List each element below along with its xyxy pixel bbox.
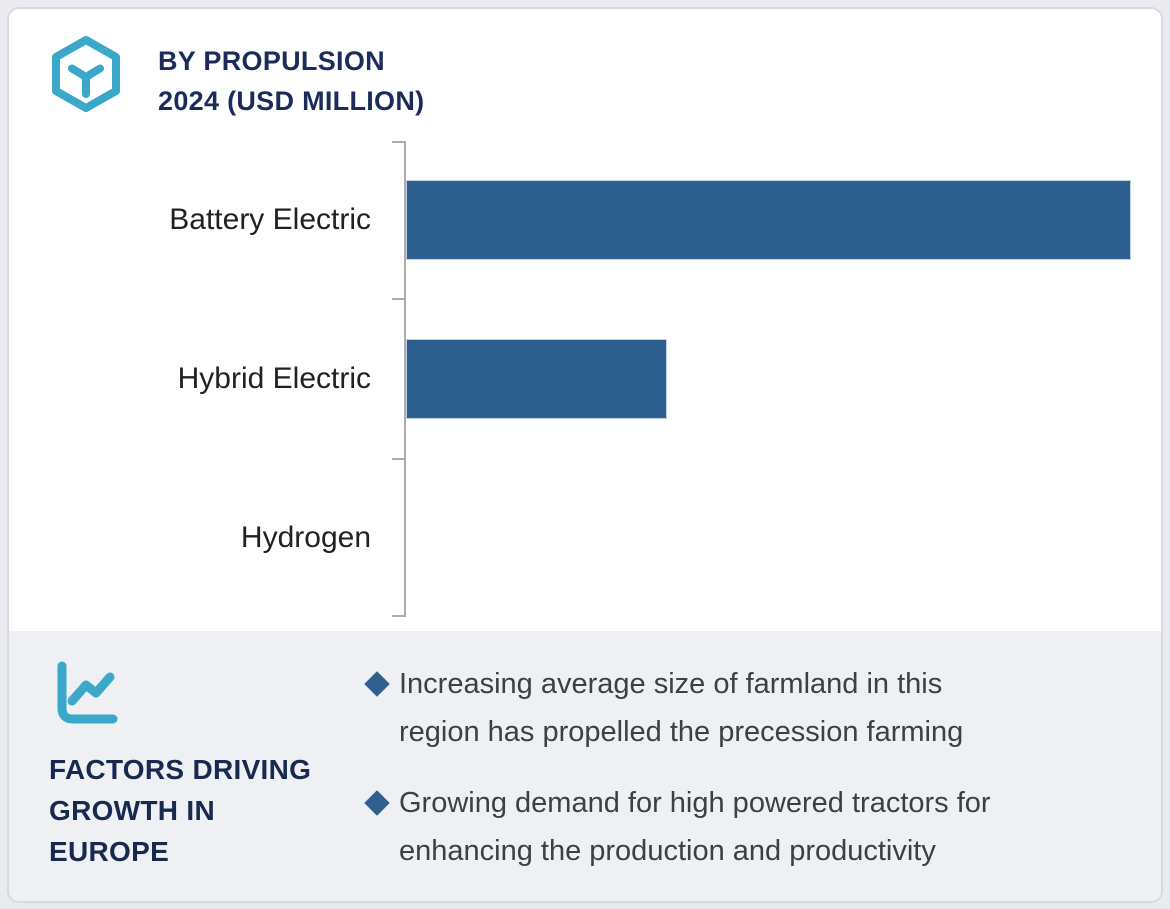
chart-header: BY PROPULSION 2024 (USD MILLION) (48, 36, 424, 121)
axis-tick (392, 615, 405, 617)
bar-battery-electric (406, 180, 1131, 260)
diamond-bullet-icon (364, 790, 390, 816)
line-chart-icon (57, 661, 118, 724)
hexagon-cube-icon (52, 36, 120, 112)
factors-panel: FACTORS DRIVING GROWTH IN EUROPE Increas… (9, 631, 1161, 901)
chart-row-hybrid-electric: Hybrid Electric (9, 299, 1161, 459)
infographic-card: BY PROPULSION 2024 (USD MILLION) Battery… (7, 7, 1163, 903)
factors-heading: FACTORS DRIVING GROWTH IN EUROPE (49, 754, 312, 867)
factors-bullet-list: Increasing average size of farmland in t… (364, 661, 1134, 875)
category-axis (404, 141, 406, 617)
chart-title: BY PROPULSION 2024 (USD MILLION) (158, 46, 425, 116)
axis-tick (392, 298, 405, 300)
chart-row-hydrogen: Hydrogen (9, 459, 1161, 617)
category-label: Hydrogen (240, 521, 371, 554)
bullet-text: Growing demand for high powered tractors… (399, 787, 991, 867)
chart-row-battery-electric: Battery Electric (9, 141, 1161, 299)
bullet-text: Increasing average size of farmland in t… (399, 668, 964, 748)
axis-tick (392, 458, 405, 460)
category-label: Battery Electric (169, 203, 371, 236)
axis-tick (392, 141, 405, 143)
list-item: Increasing average size of farmland in t… (364, 661, 1134, 756)
category-label: Hybrid Electric (177, 362, 371, 395)
bar-hybrid-electric (406, 339, 667, 419)
list-item: Growing demand for high powered tractors… (364, 780, 1134, 875)
bar-chart: Battery Electric Hybrid Electric Hydroge… (9, 141, 1161, 617)
diamond-bullet-icon (364, 671, 390, 697)
